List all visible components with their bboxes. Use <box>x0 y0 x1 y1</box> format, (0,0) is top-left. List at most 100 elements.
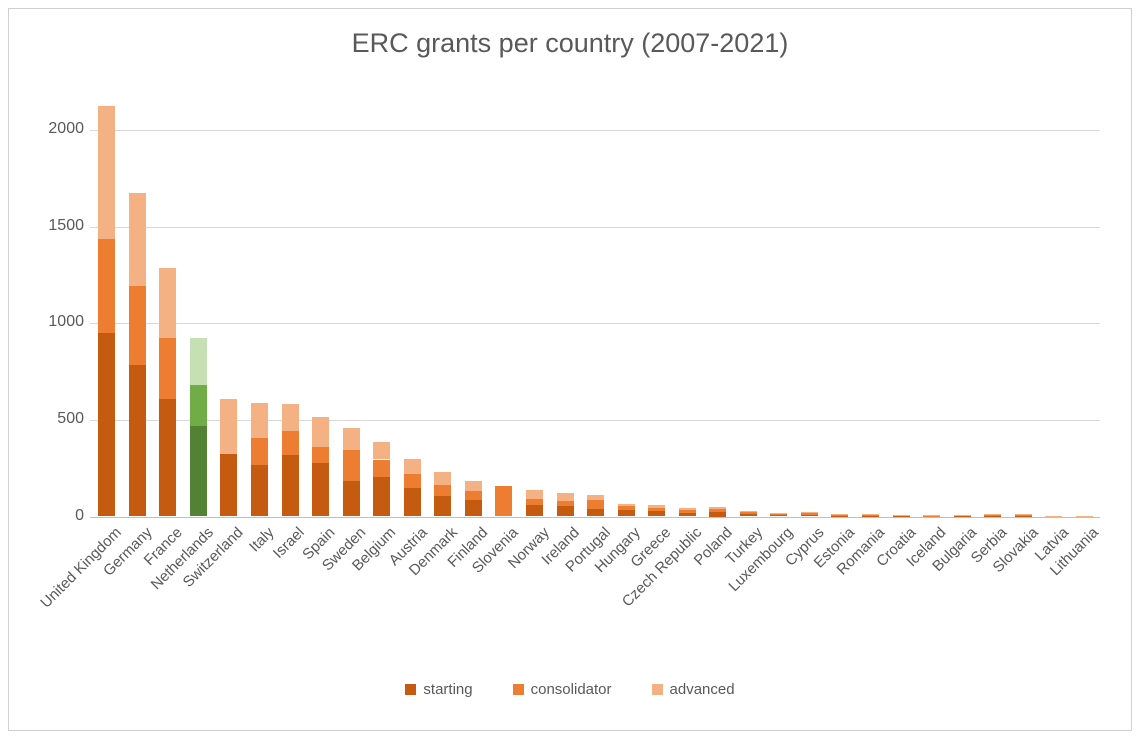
bar-segment-starting <box>617 509 635 517</box>
bar-segment-starting <box>312 463 330 517</box>
legend-label-advanced: advanced <box>669 681 735 698</box>
bar-segment-starting <box>434 496 452 517</box>
legend: starting consolidator advanced <box>0 681 1140 698</box>
legend-item-advanced: advanced <box>651 681 735 698</box>
y-tick-label-500: 500 <box>57 409 84 427</box>
bar-segment-starting <box>220 453 238 517</box>
bar-segment-consolidator <box>831 514 849 516</box>
gridline-500 <box>90 419 1100 421</box>
bar-segment-advanced <box>403 458 421 474</box>
bar-segment-advanced <box>556 493 574 502</box>
bar-segment-starting <box>250 465 268 517</box>
bar-segment-consolidator <box>159 337 177 399</box>
bar-segment-consolidator <box>189 385 207 426</box>
bar-segment-consolidator <box>739 512 757 515</box>
bar-segment-advanced <box>281 404 299 431</box>
gridline-1500 <box>90 226 1100 228</box>
bar-segment-advanced <box>373 442 391 460</box>
bar-segment-starting <box>739 514 757 517</box>
bar-segment-consolidator <box>709 509 727 513</box>
bar-segment-advanced <box>739 511 757 513</box>
bar-segment-advanced <box>800 512 818 514</box>
gridline-1000 <box>90 323 1100 325</box>
bar-segment-consolidator <box>953 515 971 516</box>
bar-segment-consolidator <box>128 285 146 365</box>
bar-segment-starting <box>159 398 177 517</box>
bar-segment-advanced <box>525 490 543 500</box>
bar-segment-consolidator <box>800 513 818 515</box>
bar-segment-starting <box>403 488 421 517</box>
bar-segment-starting <box>770 514 788 517</box>
x-axis-line <box>90 516 1100 518</box>
bar-segment-starting <box>862 515 879 517</box>
bar-segment-advanced <box>434 472 452 485</box>
chart-title: ERC grants per country (2007-2021) <box>351 28 789 58</box>
canvas-border <box>8 8 1132 731</box>
bar-segment-advanced <box>98 105 116 240</box>
bar-segment-consolidator <box>434 484 452 497</box>
bar-segment-advanced <box>220 398 238 454</box>
bar-segment-advanced <box>770 512 788 514</box>
bar-segment-starting <box>678 512 696 517</box>
gridline-2000 <box>90 130 1100 132</box>
bar-segment-consolidator <box>342 449 360 481</box>
legend-swatch-advanced <box>651 684 663 695</box>
bar-segment-starting <box>587 508 604 517</box>
bar-segment-consolidator <box>312 446 330 464</box>
bar-segment-consolidator <box>98 239 116 333</box>
bar-segment-starting <box>831 515 849 517</box>
bar-segment-consolidator <box>862 514 879 516</box>
bar-segment-advanced <box>678 507 696 510</box>
y-tick-label-1000: 1000 <box>48 313 84 331</box>
bar-segment-starting <box>1014 515 1032 517</box>
bar-segment-consolidator <box>770 513 788 515</box>
bar-segment-advanced <box>159 268 177 338</box>
bar-segment-starting <box>984 515 1002 517</box>
bar-segment-advanced <box>464 480 482 492</box>
bar-segment-consolidator <box>464 491 482 501</box>
bar-segment-starting <box>953 515 971 517</box>
bar-segment-consolidator <box>373 459 391 477</box>
bar-segment-advanced <box>709 507 727 510</box>
bar-segment-starting <box>189 425 207 517</box>
bar-segment-starting <box>648 511 666 517</box>
bar-segment-advanced <box>189 337 207 386</box>
bar-segment-starting <box>464 500 482 517</box>
bar-segment-starting <box>800 514 818 517</box>
bar-segment-consolidator <box>892 515 910 516</box>
bar-segment-starting <box>525 504 543 517</box>
bar-segment-advanced <box>342 427 360 450</box>
bar-segment-starting <box>892 515 910 517</box>
bar-segment-advanced <box>862 513 879 515</box>
bar-segment-starting <box>98 332 116 517</box>
legend-swatch-starting <box>405 684 417 695</box>
bar-segment-consolidator <box>525 499 543 505</box>
bar-segment-consolidator <box>1014 514 1032 516</box>
legend-swatch-consolidator <box>512 684 524 695</box>
legend-item-consolidator: consolidator <box>512 681 612 698</box>
bar-segment-advanced <box>648 505 666 508</box>
x-axis-label: Israel <box>270 524 309 562</box>
bar-segment-consolidator <box>403 474 421 489</box>
bar-segment-consolidator <box>648 507 666 512</box>
bar-segment-advanced <box>831 513 849 515</box>
legend-label-consolidator: consolidator <box>530 681 612 698</box>
bar-segment-advanced <box>128 192 146 286</box>
bar-segment-consolidator <box>556 501 574 507</box>
bar-segment-consolidator <box>495 485 513 517</box>
bar-segment-consolidator <box>984 514 1002 516</box>
y-tick-label-1500: 1500 <box>48 216 84 234</box>
bar-segment-consolidator <box>250 438 268 466</box>
y-tick-label-2000: 2000 <box>48 120 84 138</box>
bar-segment-starting <box>556 506 574 517</box>
bar-segment-starting <box>128 364 146 517</box>
bar-segment-consolidator <box>587 500 604 509</box>
bar-segment-advanced <box>587 495 604 501</box>
bar-segment-starting <box>373 476 391 517</box>
y-tick-label-0: 0 <box>75 506 84 524</box>
bar-segment-consolidator <box>678 509 696 513</box>
legend-item-starting: starting <box>405 681 473 698</box>
bar-segment-advanced <box>250 402 268 439</box>
